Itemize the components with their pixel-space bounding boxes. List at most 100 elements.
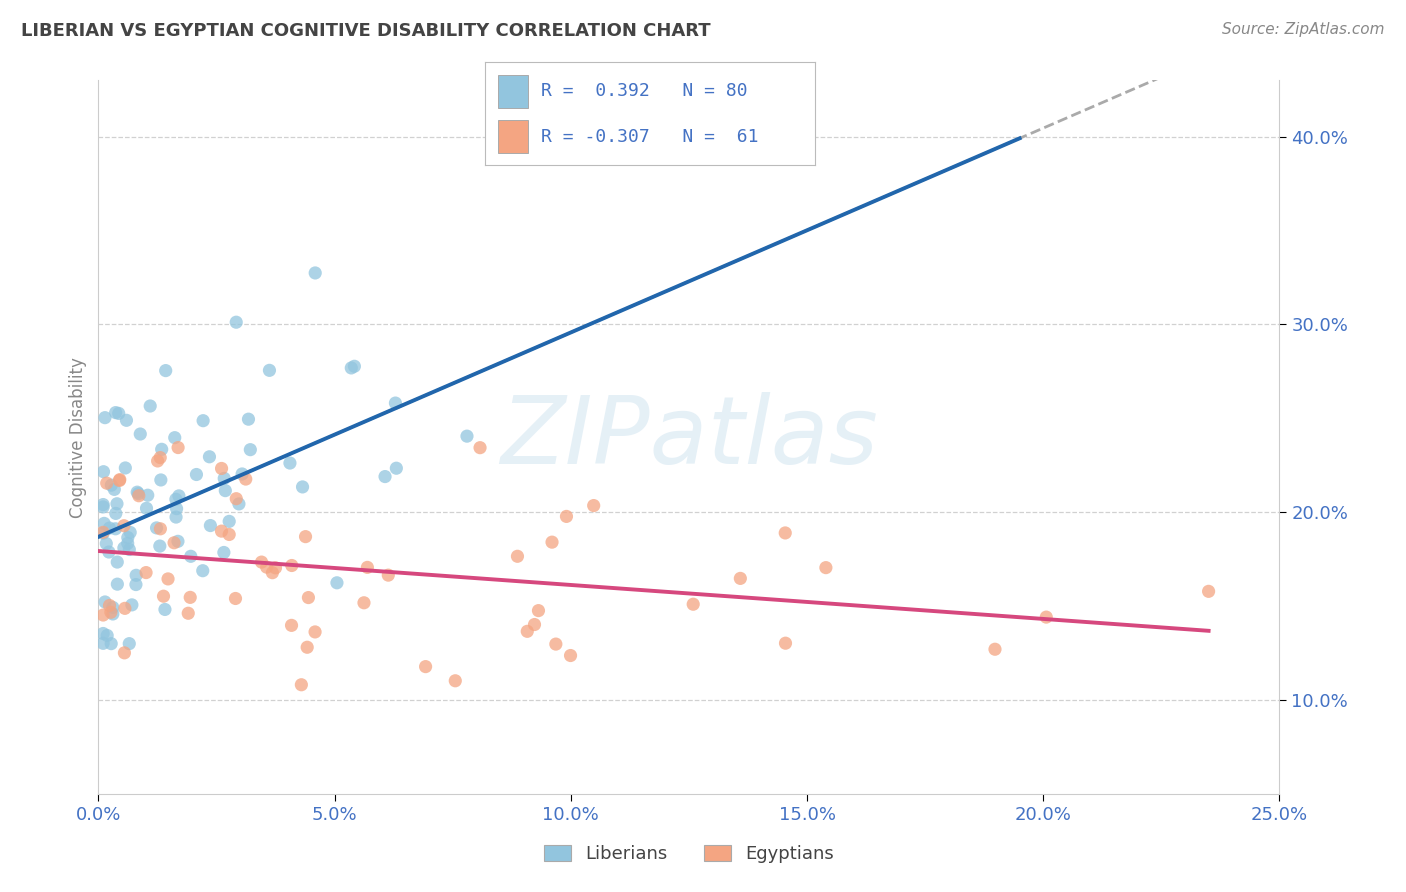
Point bbox=[94, 595, 117, 609]
Point bbox=[167, 534, 190, 549]
Point bbox=[135, 501, 157, 516]
Text: R =  0.392   N = 80: R = 0.392 N = 80 bbox=[541, 82, 748, 100]
Point bbox=[516, 624, 538, 639]
Point bbox=[235, 472, 257, 486]
Text: LIBERIAN VS EGYPTIAN COGNITIVE DISABILITY CORRELATION CHART: LIBERIAN VS EGYPTIAN COGNITIVE DISABILIT… bbox=[21, 22, 710, 40]
Point bbox=[104, 507, 127, 521]
Point bbox=[775, 636, 797, 650]
Point bbox=[211, 461, 233, 475]
Point bbox=[239, 442, 262, 457]
Point bbox=[343, 359, 366, 374]
Point bbox=[153, 602, 176, 616]
Point bbox=[91, 500, 114, 514]
Point bbox=[167, 489, 190, 503]
Point bbox=[98, 521, 121, 535]
Point bbox=[177, 607, 200, 621]
Point bbox=[150, 442, 173, 457]
Point bbox=[527, 604, 550, 618]
Point bbox=[91, 525, 114, 540]
Y-axis label: Cognitive Disability: Cognitive Disability bbox=[69, 357, 87, 517]
Point bbox=[214, 483, 236, 498]
Point bbox=[127, 485, 149, 500]
Point bbox=[104, 406, 127, 420]
Point bbox=[117, 531, 139, 545]
Point bbox=[541, 535, 564, 549]
Point bbox=[96, 536, 118, 550]
Point bbox=[125, 577, 148, 591]
Point bbox=[118, 542, 141, 557]
Point bbox=[225, 491, 247, 506]
Point bbox=[117, 536, 139, 550]
Point bbox=[377, 568, 399, 582]
Point bbox=[212, 545, 235, 559]
Point bbox=[238, 412, 260, 426]
Point bbox=[149, 539, 172, 553]
Point bbox=[212, 471, 235, 485]
Point bbox=[225, 315, 247, 329]
Point bbox=[198, 450, 221, 464]
Point bbox=[297, 591, 319, 605]
Point bbox=[163, 536, 186, 550]
Point bbox=[304, 266, 326, 280]
Point bbox=[93, 465, 115, 479]
Point bbox=[773, 525, 796, 540]
Point bbox=[152, 589, 174, 603]
Point bbox=[682, 597, 704, 611]
Point bbox=[250, 555, 273, 569]
Point bbox=[101, 600, 124, 615]
Point bbox=[114, 461, 136, 475]
Point bbox=[211, 524, 233, 538]
Point bbox=[814, 560, 837, 574]
Point bbox=[468, 441, 491, 455]
Point bbox=[91, 526, 114, 541]
Point bbox=[128, 489, 150, 503]
Point bbox=[291, 480, 314, 494]
Point bbox=[100, 478, 122, 492]
Point bbox=[149, 473, 172, 487]
Point bbox=[108, 473, 131, 487]
Point bbox=[385, 461, 408, 475]
Point bbox=[105, 497, 128, 511]
Point bbox=[136, 488, 159, 502]
Point bbox=[96, 476, 118, 491]
Point bbox=[120, 525, 142, 540]
Point bbox=[105, 555, 128, 569]
Point bbox=[93, 516, 115, 531]
Point bbox=[98, 599, 121, 613]
Point bbox=[165, 510, 187, 524]
Point bbox=[100, 637, 122, 651]
Point bbox=[91, 607, 114, 622]
Bar bbox=[498, 75, 529, 108]
Point bbox=[94, 410, 117, 425]
Point bbox=[165, 492, 187, 507]
Point bbox=[145, 521, 167, 535]
Point bbox=[555, 509, 578, 524]
Point bbox=[103, 483, 125, 497]
Point bbox=[984, 642, 1007, 657]
Point bbox=[1198, 584, 1220, 599]
Point bbox=[356, 560, 378, 574]
Text: Source: ZipAtlas.com: Source: ZipAtlas.com bbox=[1222, 22, 1385, 37]
Point bbox=[191, 414, 214, 428]
Bar bbox=[498, 120, 529, 153]
Point bbox=[155, 363, 177, 377]
Point bbox=[96, 628, 118, 642]
Point bbox=[179, 591, 201, 605]
Point bbox=[127, 486, 149, 500]
Point bbox=[281, 558, 304, 573]
Point bbox=[157, 572, 180, 586]
Point bbox=[353, 596, 375, 610]
Point bbox=[104, 522, 127, 536]
Point bbox=[218, 527, 240, 541]
Point bbox=[560, 648, 582, 663]
Point bbox=[118, 637, 141, 651]
Point bbox=[108, 474, 131, 488]
Point bbox=[91, 498, 114, 512]
Point bbox=[582, 499, 605, 513]
Point bbox=[228, 497, 250, 511]
Point bbox=[280, 618, 302, 632]
Point bbox=[135, 566, 157, 580]
Point bbox=[523, 617, 546, 632]
Point bbox=[384, 396, 406, 410]
Point bbox=[114, 601, 136, 615]
